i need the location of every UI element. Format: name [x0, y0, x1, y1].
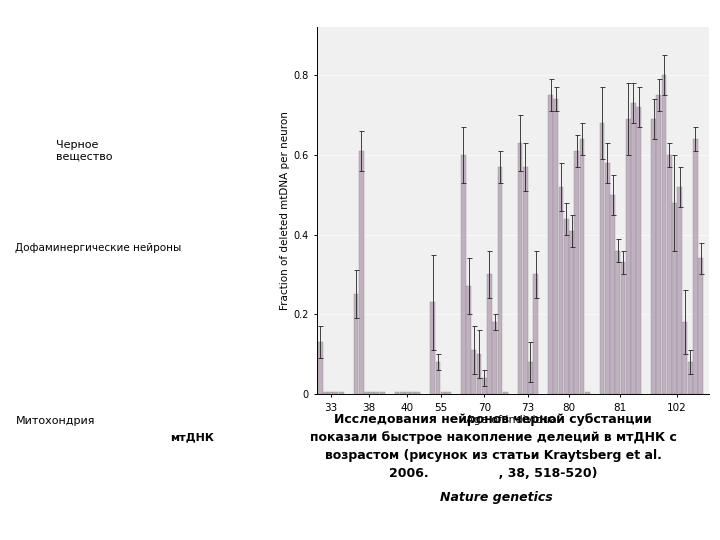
Bar	[534, 274, 538, 394]
Bar	[698, 259, 703, 394]
Bar	[395, 392, 400, 394]
Bar	[600, 123, 605, 394]
Bar	[487, 274, 492, 394]
Bar	[616, 251, 620, 394]
Bar	[693, 139, 698, 394]
Bar	[575, 151, 579, 394]
Bar	[379, 392, 384, 394]
Bar	[688, 362, 693, 394]
Bar	[564, 219, 569, 394]
Bar	[446, 392, 451, 394]
Bar	[461, 155, 466, 394]
Bar	[436, 362, 441, 394]
Bar	[569, 231, 574, 394]
Bar	[626, 119, 631, 394]
Bar	[431, 302, 435, 394]
Bar	[528, 362, 533, 394]
Bar	[441, 392, 446, 394]
Bar	[482, 378, 487, 394]
Bar	[554, 99, 558, 394]
Bar	[678, 187, 682, 394]
Bar	[359, 151, 364, 394]
Bar	[636, 107, 641, 394]
Bar	[374, 392, 379, 394]
Bar	[405, 392, 410, 394]
Bar	[415, 392, 420, 394]
Bar	[477, 354, 482, 394]
Bar	[585, 392, 590, 394]
Bar	[559, 187, 564, 394]
Bar	[667, 155, 672, 394]
Bar	[580, 139, 585, 394]
Bar	[683, 322, 688, 394]
X-axis label: Age of individual: Age of individual	[466, 415, 560, 426]
Bar	[400, 392, 405, 394]
Bar	[328, 392, 333, 394]
Bar	[605, 163, 610, 394]
Bar	[672, 202, 677, 394]
Bar	[364, 392, 369, 394]
Bar	[621, 262, 626, 394]
Bar	[662, 75, 667, 394]
Text: Черное
вещество: Черное вещество	[55, 140, 112, 162]
Bar	[631, 103, 636, 394]
Text: Nature genetics: Nature genetics	[441, 491, 553, 504]
Text: Дофаминергические нейроны: Дофаминергические нейроны	[16, 244, 181, 253]
Bar	[503, 392, 508, 394]
Bar	[369, 392, 374, 394]
Text: мтДНК: мтДНК	[170, 433, 214, 442]
Bar	[410, 392, 415, 394]
Bar	[518, 143, 523, 394]
Bar	[651, 119, 656, 394]
Bar	[354, 294, 359, 394]
Bar	[318, 342, 323, 394]
Bar	[492, 322, 497, 394]
Bar	[523, 167, 528, 394]
Text: Исследования нейронов черной субстанции
показали быстрое накопление делеций в мт: Исследования нейронов черной субстанции …	[310, 413, 677, 480]
Bar	[333, 392, 338, 394]
Bar	[338, 392, 343, 394]
Bar	[657, 95, 661, 394]
Bar	[323, 392, 328, 394]
Bar	[466, 286, 471, 394]
Bar	[472, 350, 476, 394]
Bar	[498, 167, 503, 394]
Text: Митохондрия: Митохондрия	[16, 416, 95, 426]
Y-axis label: Fraction of deleted mtDNA per neuron: Fraction of deleted mtDNA per neuron	[280, 111, 290, 310]
Bar	[548, 95, 553, 394]
Bar	[610, 194, 615, 394]
